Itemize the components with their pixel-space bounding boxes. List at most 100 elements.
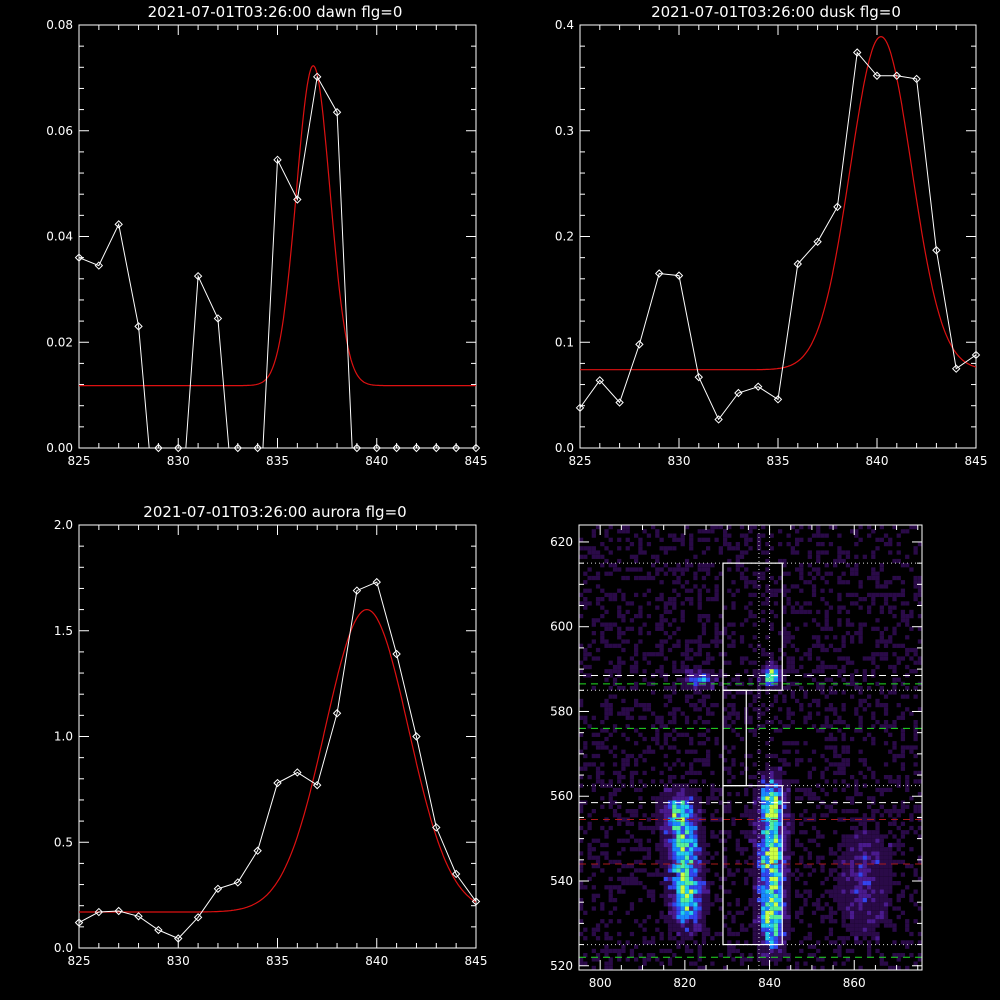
data-point-marker: [471, 897, 481, 906]
detector-heatmap-panel: 800 820 840 860 520 540 560 580 600 620: [550, 524, 923, 990]
data-point-marker: [233, 443, 243, 453]
x-tick-label: 835: [767, 454, 790, 468]
data-line: [580, 51, 976, 421]
data-point-marker: [451, 869, 461, 879]
y-tick-label: 0.2: [555, 230, 574, 244]
data-point-marker: [134, 912, 143, 921]
y-tick-label: 520: [550, 959, 573, 973]
data-point-marker: [273, 155, 282, 165]
data-point-marker: [372, 577, 381, 587]
data-point-marker: [615, 398, 624, 407]
y-tick-label: 600: [550, 620, 573, 634]
extraction-window-box: [722, 785, 783, 946]
data-point-marker: [332, 108, 342, 117]
y-tick-label: 540: [550, 874, 573, 888]
gaussian-fit-line: [79, 608, 476, 913]
x-tick-label: 830: [167, 954, 190, 968]
y-tick-label: 0.08: [46, 18, 73, 32]
y-tick-label: 0.0: [54, 941, 73, 955]
y-tick-label: 0.00: [46, 441, 73, 455]
data-point-marker: [193, 271, 203, 281]
x-tick-label: 840: [866, 454, 889, 468]
y-tick-label: 0.06: [46, 124, 73, 138]
data-point-marker: [233, 878, 243, 887]
data-point-marker: [213, 314, 223, 323]
y-tick-label: 0.02: [46, 335, 73, 349]
data-point-marker: [575, 403, 585, 413]
y-tick-label: 1.0: [54, 730, 73, 744]
x-tick-label: 845: [965, 454, 988, 468]
extraction-window-box: [722, 562, 783, 691]
gaussian-fit-line: [79, 65, 476, 387]
data-point-marker: [392, 649, 401, 659]
dawn-spectrum-panel: 2021-07-01T03:26:00 dawn flg=0 825 830 835 8…: [46, 3, 488, 468]
heatmap-frame: [578, 524, 923, 971]
y-tick-label: 560: [550, 789, 573, 803]
y-tick-label: 2.0: [54, 518, 73, 532]
data-point-marker: [971, 350, 981, 360]
gaussian-fit-line: [580, 35, 976, 371]
y-tick-label: 620: [550, 535, 573, 549]
extraction-window-box: [722, 689, 747, 787]
x-tick-label: 840: [758, 976, 781, 990]
data-point-marker: [74, 918, 84, 927]
data-point-marker: [134, 322, 143, 331]
data-point-marker: [432, 823, 441, 832]
data-point-marker: [94, 261, 104, 270]
chart-title: 2021-07-01T03:26:00 dusk flg=0: [651, 3, 901, 21]
data-point-marker: [753, 382, 763, 391]
data-line: [79, 75, 353, 448]
y-tick-label: 0.5: [54, 835, 73, 849]
x-tick-label: 800: [589, 976, 612, 990]
data-point-marker: [674, 271, 684, 280]
aurora-spectrum-panel: 2021-07-01T03:26:00 aurora flg=0 825 830 83…: [54, 503, 488, 968]
data-point-marker: [635, 340, 644, 349]
data-point-marker: [253, 443, 262, 453]
data-point-marker: [432, 443, 441, 453]
x-tick-label: 840: [365, 954, 388, 968]
data-point-marker: [892, 71, 902, 80]
data-point-marker: [951, 364, 961, 373]
y-tick-label: 0.3: [555, 124, 574, 138]
data-point-marker: [332, 709, 342, 718]
data-point-marker: [312, 72, 322, 82]
x-tick-label: 835: [266, 454, 289, 468]
data-point-marker: [273, 778, 282, 788]
data-point-marker: [114, 906, 123, 916]
heatmap-cells: [579, 525, 922, 970]
y-tick-label: 580: [550, 704, 573, 718]
data-point-marker: [293, 195, 302, 204]
data-point-marker: [253, 846, 262, 855]
chart-title: 2021-07-01T03:26:00 aurora flg=0: [143, 503, 406, 521]
data-point-marker: [451, 443, 461, 453]
x-tick-label: 845: [465, 954, 488, 968]
data-point-marker: [813, 237, 822, 246]
data-point-marker: [412, 732, 421, 741]
data-point-marker: [94, 907, 104, 917]
data-point-marker: [312, 780, 322, 790]
data-point-marker: [654, 269, 664, 278]
x-tick-label: 820: [673, 976, 696, 990]
data-point-marker: [174, 443, 183, 453]
y-tick-label: 0.1: [555, 335, 574, 349]
data-point-marker: [412, 443, 421, 453]
data-point-marker: [352, 443, 362, 453]
x-tick-label: 860: [843, 976, 866, 990]
x-tick-label: 845: [465, 454, 488, 468]
data-point-marker: [595, 376, 605, 385]
data-point-marker: [74, 253, 84, 262]
dusk-spectrum-panel: 2021-07-01T03:26:00 dusk flg=0 825 830 835 8…: [555, 3, 988, 468]
data-point-marker: [392, 443, 401, 453]
data-point-marker: [213, 884, 223, 893]
data-point-marker: [912, 74, 921, 84]
data-point-marker: [154, 443, 163, 453]
data-point-marker: [174, 934, 183, 943]
data-point-marker: [852, 48, 862, 57]
y-tick-label: 1.5: [54, 624, 73, 638]
data-point-marker: [734, 388, 743, 398]
data-point-marker: [352, 586, 362, 595]
data-point-marker: [694, 372, 704, 382]
x-tick-label: 825: [68, 454, 91, 468]
data-line: [79, 581, 476, 940]
